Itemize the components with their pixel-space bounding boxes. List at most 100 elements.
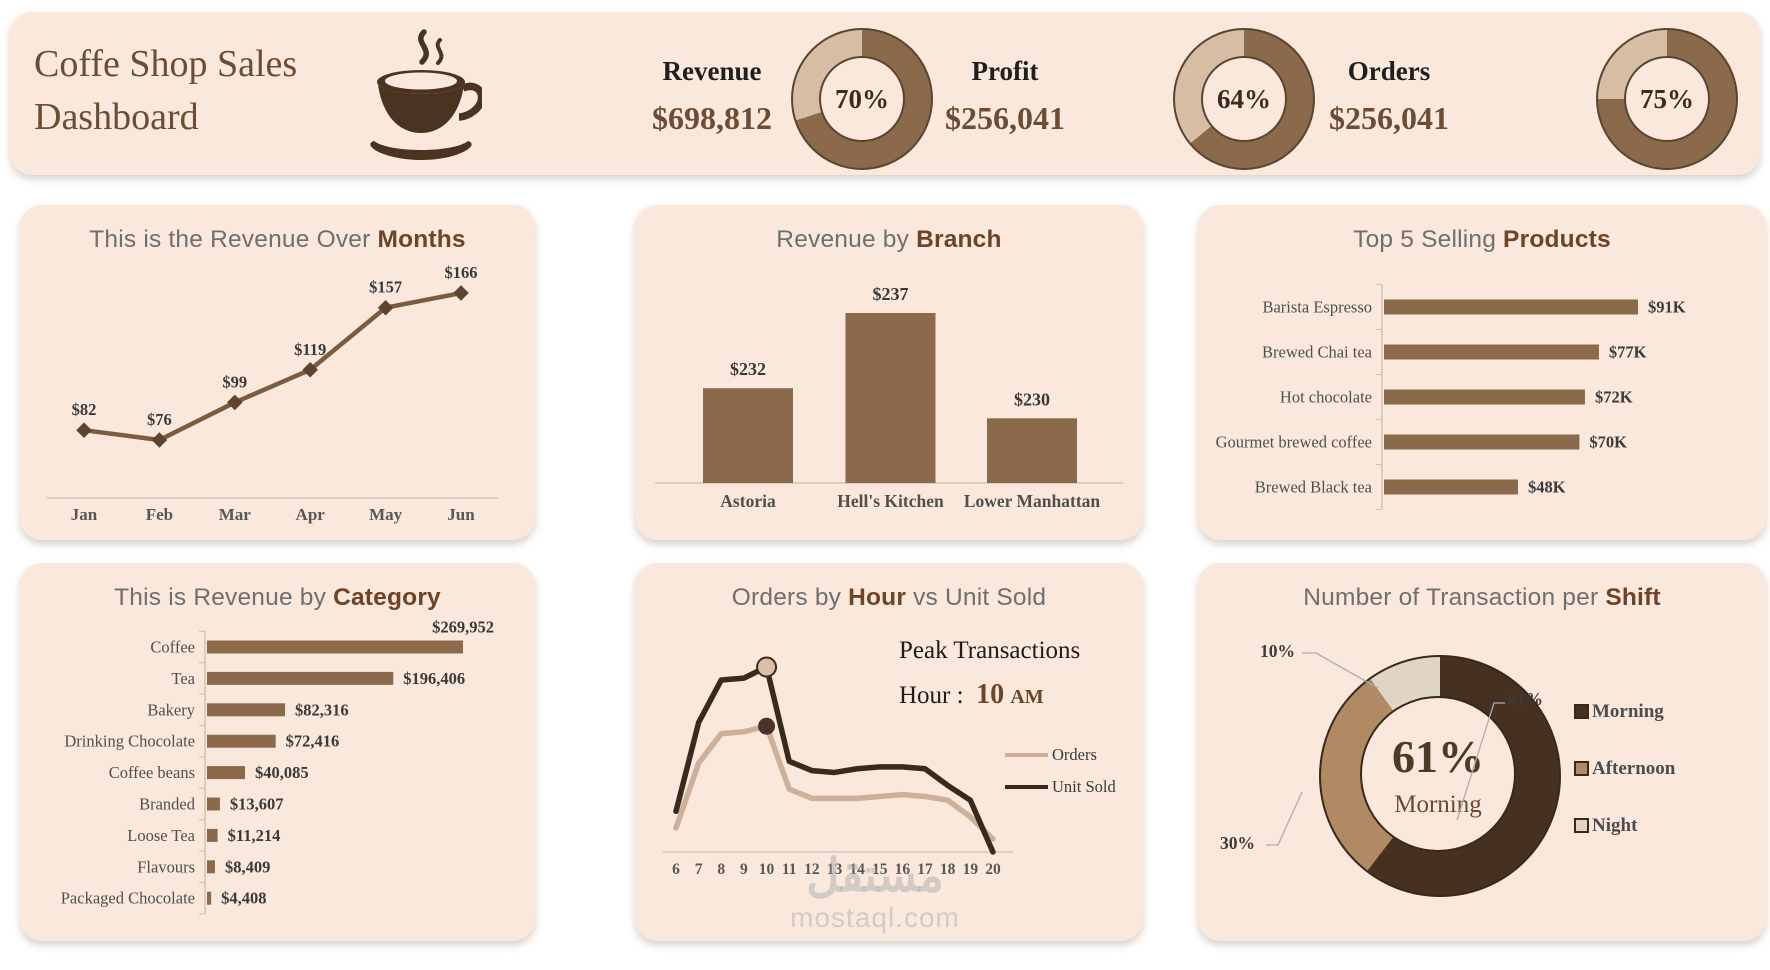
chart-label: $72,416	[286, 732, 340, 751]
peak-hour-line: Hour : 10 AM	[899, 679, 1044, 710]
shift-callout-night: 10%	[1260, 641, 1295, 661]
kpi-profit-label: Profit	[971, 56, 1039, 86]
chart-label: $8,409	[225, 857, 270, 876]
kpi-profit-value: $256,041	[945, 100, 1065, 136]
bar	[1384, 434, 1580, 450]
chart-label: $230	[1014, 389, 1050, 409]
chart-label: Hell's Kitchen	[837, 491, 944, 511]
chart-label: $82,316	[295, 700, 349, 719]
revenue-by-branch-card: $232 Astoria $237 Hell's Kitchen $230 Lower M…	[635, 205, 1143, 540]
coffee-cup-icon	[370, 29, 482, 160]
data-point	[76, 422, 92, 438]
bar	[207, 671, 394, 685]
chart-label: $76	[147, 410, 172, 429]
chart-label: 16	[895, 861, 911, 878]
shift-callout-afternoon: 30%	[1220, 833, 1255, 853]
bar	[207, 734, 276, 748]
kpi-profit-donut: 64%	[1173, 28, 1315, 170]
chart-label: $269,952	[432, 618, 494, 637]
peak-hour-value: 10	[976, 679, 1005, 710]
chart-label: $77K	[1609, 343, 1647, 362]
chart-label: Gourmet brewed coffee	[1216, 433, 1372, 452]
chart-label: $91K	[1648, 298, 1686, 317]
bar	[1384, 344, 1599, 360]
chart-label: $237	[873, 284, 909, 304]
peak-text: Peak Transactions	[899, 637, 1081, 664]
chart-label: Drinking Chocolate	[64, 732, 195, 751]
revenue-over-months-title: This is the Revenue Over Months	[89, 226, 466, 253]
orders-by-hour-chart: 6 7 8 9 10 11 12 13 14 15 16 17 18 19 20	[635, 563, 1143, 941]
chart-label: $232	[730, 359, 766, 379]
peak-hour-suffix: AM	[1010, 686, 1044, 708]
chart-label: Jun	[447, 505, 475, 524]
chart-label: $72K	[1595, 388, 1633, 407]
hbar-svg: Coffee $269,952 Tea $196,406 Bakery $82,316 Dr…	[61, 618, 494, 915]
data-point	[227, 394, 243, 411]
hours-legend: Orders Unit Sold	[1005, 739, 1116, 803]
chart-label: $157	[369, 278, 402, 297]
top-products-chart: Barista Espresso $91K Brewed Chai tea $77K H…	[1198, 205, 1766, 540]
top-products-title: Top 5 Selling Products	[1353, 226, 1611, 253]
chart-label: Loose Tea	[127, 826, 195, 845]
kpi-orders-percent: 75%	[1640, 83, 1694, 114]
chart-label: 20	[985, 861, 1001, 878]
line-series-unit-sold	[673, 664, 996, 855]
shift-center-label: Morning	[1394, 790, 1482, 818]
chart-label: 9	[740, 861, 748, 878]
peak-marker-orders	[758, 717, 776, 735]
legend-item: Unit Sold	[1005, 771, 1116, 803]
transactions-per-shift-card: Number of Transaction per Shift 61% Morn…	[1198, 563, 1766, 941]
chart-label: Hot chocolate	[1280, 388, 1372, 407]
kpi-revenue-percent: 70%	[835, 83, 889, 114]
shift-center-value: 61%	[1392, 730, 1484, 782]
legend-label: Morning	[1592, 700, 1664, 722]
revenue-by-category-card: Coffee $269,952 Tea $196,406 Bakery $82,316 Dr…	[20, 563, 535, 941]
chart-label: $196,406	[403, 669, 465, 688]
bar	[207, 891, 212, 905]
chart-label: 14	[849, 861, 865, 878]
kpi-orders-donut: 75%	[1596, 28, 1738, 170]
legend-swatch	[1005, 752, 1048, 758]
chart-label: Brewed Chai tea	[1262, 343, 1373, 362]
kpi-revenue-label: Revenue	[662, 56, 762, 86]
shift-donut-center: 61% Morning	[1360, 696, 1516, 852]
kpi-profit: Profit $256,041	[887, 56, 1123, 137]
chart-label: $40,085	[255, 763, 309, 782]
legend-item: Night	[1574, 797, 1675, 854]
legend-item: Morning	[1574, 683, 1675, 740]
chart-label: Apr	[296, 505, 326, 524]
dashboard-title: Coffe Shop Sales Dashboard	[34, 38, 297, 144]
transactions-per-shift-title: Number of Transaction per Shift	[1303, 584, 1661, 611]
legend-swatch	[1005, 784, 1048, 790]
bar	[207, 703, 286, 717]
kpi-revenue-value: $698,812	[652, 100, 772, 136]
orders-by-hour-title: Orders by Hour vs Unit Sold	[731, 584, 1047, 611]
chart-label: Branded	[139, 795, 196, 814]
chart-label: 13	[827, 861, 843, 878]
chart-label: $99	[222, 372, 247, 391]
chart-label: Packaged Chocolate	[61, 889, 195, 908]
revenue-over-months-chart: $82 Jan $76 Feb $99 Mar $119 Apr $157 May $166 Jun	[20, 205, 535, 540]
legend-swatch	[1574, 818, 1589, 833]
legend-swatch	[1574, 761, 1589, 776]
top-products-card: Barista Espresso $91K Brewed Chai tea $77K H…	[1198, 205, 1766, 540]
kpi-orders-value: $256,041	[1329, 100, 1449, 136]
legend-label: Night	[1592, 814, 1638, 836]
chart-label: 6	[672, 861, 680, 878]
orders-by-hour-card: 6 7 8 9 10 11 12 13 14 15 16 17 18 19 20 Orders by Hou…	[635, 563, 1143, 941]
legend-item: Orders	[1005, 739, 1116, 771]
dashboard-title-line2: Dashboard	[34, 96, 199, 138]
bar	[207, 860, 215, 874]
chart-label: 11	[782, 861, 797, 878]
chart-label: $70K	[1589, 433, 1627, 452]
legend-item: Afternoon	[1574, 740, 1675, 797]
bar	[207, 828, 218, 842]
kpi-profit-percent: 64%	[1217, 83, 1271, 114]
bar	[1384, 479, 1518, 495]
bar	[987, 418, 1077, 483]
data-point	[151, 432, 168, 448]
legend-label: Afternoon	[1592, 757, 1676, 779]
chart-label: Barista Espresso	[1262, 298, 1372, 317]
hbar-svg: Barista Espresso $91K Brewed Chai tea $77K H…	[1216, 284, 1686, 510]
chart-label: $82	[72, 400, 97, 419]
